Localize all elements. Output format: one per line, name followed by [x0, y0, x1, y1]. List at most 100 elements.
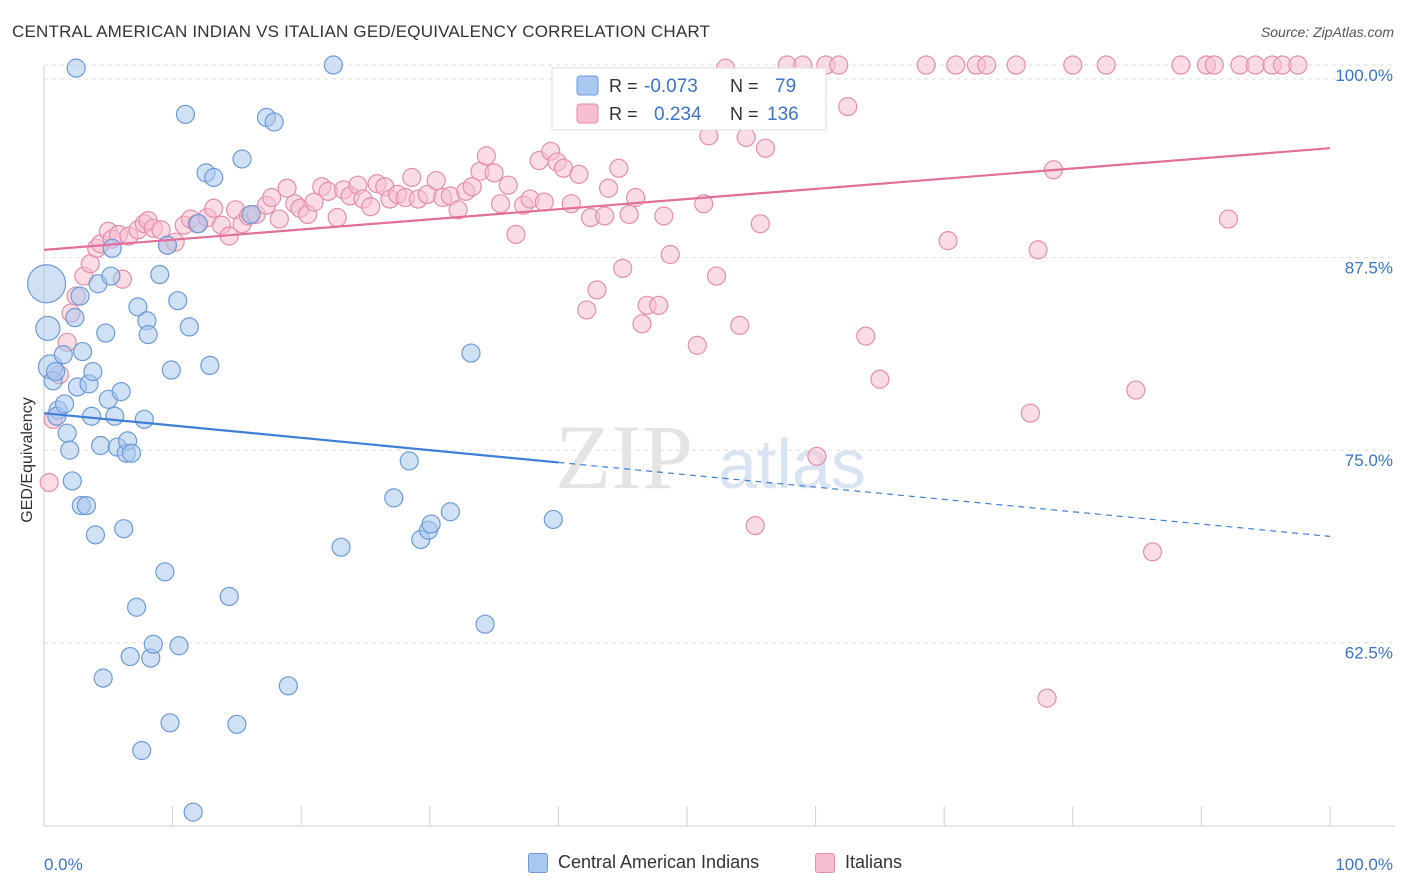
data-point-central-american-indians [323, 55, 343, 75]
data-point-central-american-indians [160, 713, 180, 733]
data-point-italians [1245, 55, 1266, 75]
legend-bottom: Central American Indians Italians [0, 852, 1406, 878]
data-point-italians [277, 178, 297, 198]
data-point-central-american-indians [121, 443, 142, 463]
data-point-italians [838, 97, 858, 117]
data-point-italians [654, 206, 674, 226]
data-point-central-american-indians [66, 58, 86, 78]
legend-swatch-italians [815, 852, 835, 873]
y-tick-label: 100.0% [1335, 66, 1393, 85]
data-point-central-american-indians [168, 291, 188, 311]
data-point-italians [1171, 55, 1191, 75]
data-point-italians [609, 158, 629, 178]
data-point-central-american-indians [475, 614, 495, 634]
data-point-central-american-indians [65, 308, 85, 328]
data-point-italians [1037, 688, 1057, 708]
data-point-central-american-indians [155, 562, 175, 582]
data-point-italians [1218, 209, 1239, 229]
data-point-italians [595, 206, 615, 226]
data-point-italians [1020, 403, 1040, 423]
data-point-central-american-indians [101, 266, 121, 286]
data-point-italians [755, 138, 776, 158]
data-point-central-american-indians [264, 112, 284, 132]
data-point-central-american-indians [241, 204, 261, 225]
legend-item-italians: Italians [815, 852, 902, 873]
y-tick-label: 75.0% [1345, 451, 1393, 470]
data-point-italians [476, 146, 496, 166]
data-point-central-american-indians [96, 323, 116, 343]
data-point-central-american-indians [200, 355, 220, 376]
legend-r-value-2: 0.234 [654, 104, 702, 125]
data-point-central-american-indians [188, 214, 208, 234]
trend-line-italians [43, 147, 1331, 251]
data-point-italians [807, 446, 827, 466]
data-point-italians [870, 369, 890, 389]
data-point-italians [1288, 55, 1308, 75]
y-tick-label: 62.5% [1345, 644, 1393, 663]
data-point-italians [490, 194, 511, 214]
data-point-italians [632, 314, 652, 334]
data-point-italians [587, 280, 607, 300]
data-point-italians [534, 192, 554, 212]
data-point-italians [745, 516, 765, 536]
data-point-italians [1126, 380, 1146, 400]
data-point-italians [736, 127, 756, 148]
x-tick-label-min: 0.0% [44, 855, 83, 874]
data-point-central-american-indians [54, 394, 75, 414]
source-label: Source: ZipAtlas.com [1260, 24, 1394, 40]
data-point-italians [649, 295, 669, 315]
data-point-central-american-indians [53, 345, 73, 365]
data-point-italians [598, 178, 619, 198]
watermark: ZIP atlas [555, 406, 866, 508]
data-point-italians [561, 194, 581, 214]
data-point-central-american-indians [232, 149, 252, 169]
data-point-central-american-indians [35, 315, 61, 342]
x-tick-labels: 0.0% 100.0% [44, 855, 1393, 874]
data-point-central-american-indians [175, 104, 196, 124]
data-point-italians [577, 300, 597, 320]
data-point-central-american-indians [134, 409, 154, 429]
data-point-italians [204, 198, 224, 218]
data-point-central-american-indians [169, 636, 189, 656]
axes [43, 66, 1395, 827]
data-point-italians [506, 224, 526, 245]
data-point-central-american-indians [105, 406, 125, 426]
legend-item-central-american-indians: Central American Indians [528, 852, 759, 873]
data-point-central-american-indians [183, 802, 203, 822]
legend-n-value-1: 79 [775, 76, 796, 97]
data-point-italians [730, 315, 750, 335]
data-point-central-american-indians [421, 514, 441, 534]
data-point-italians [569, 164, 589, 184]
legend-n-label-1: N = [730, 76, 759, 96]
legend-label-italians: Italians [845, 852, 903, 872]
data-point-italians [946, 55, 966, 75]
legend-swatch-pink [576, 103, 599, 124]
data-point-central-american-indians [219, 586, 239, 607]
data-point-italians [1096, 55, 1116, 75]
data-point-italians [687, 335, 707, 355]
data-point-central-american-indians [227, 714, 247, 734]
data-point-italians [426, 170, 446, 191]
data-point-italians [619, 204, 639, 225]
data-point-central-american-indians [76, 495, 97, 516]
data-point-italians [262, 187, 282, 208]
data-point-italians [484, 163, 504, 183]
data-point-central-american-indians [57, 423, 77, 443]
x-tick-label-max: 100.0% [1335, 855, 1393, 874]
data-point-italians [1006, 55, 1026, 75]
legend-r-value-1: -0.073 [644, 76, 698, 97]
data-point-italians [856, 326, 876, 346]
data-point-italians [39, 472, 59, 493]
legend-r-label-2: R = [609, 104, 638, 124]
series-central-american-indians [26, 55, 563, 822]
data-point-central-american-indians [138, 325, 158, 345]
data-point-italians [402, 167, 422, 188]
data-point-central-american-indians [132, 740, 152, 761]
legend-r-label-1: R = [609, 76, 638, 96]
data-point-italians [977, 55, 997, 75]
data-point-italians [613, 258, 633, 278]
data-point-italians [1028, 240, 1048, 260]
legend-swatch-central-american-indians [528, 852, 548, 873]
legend-n-label-2: N = [730, 104, 759, 124]
